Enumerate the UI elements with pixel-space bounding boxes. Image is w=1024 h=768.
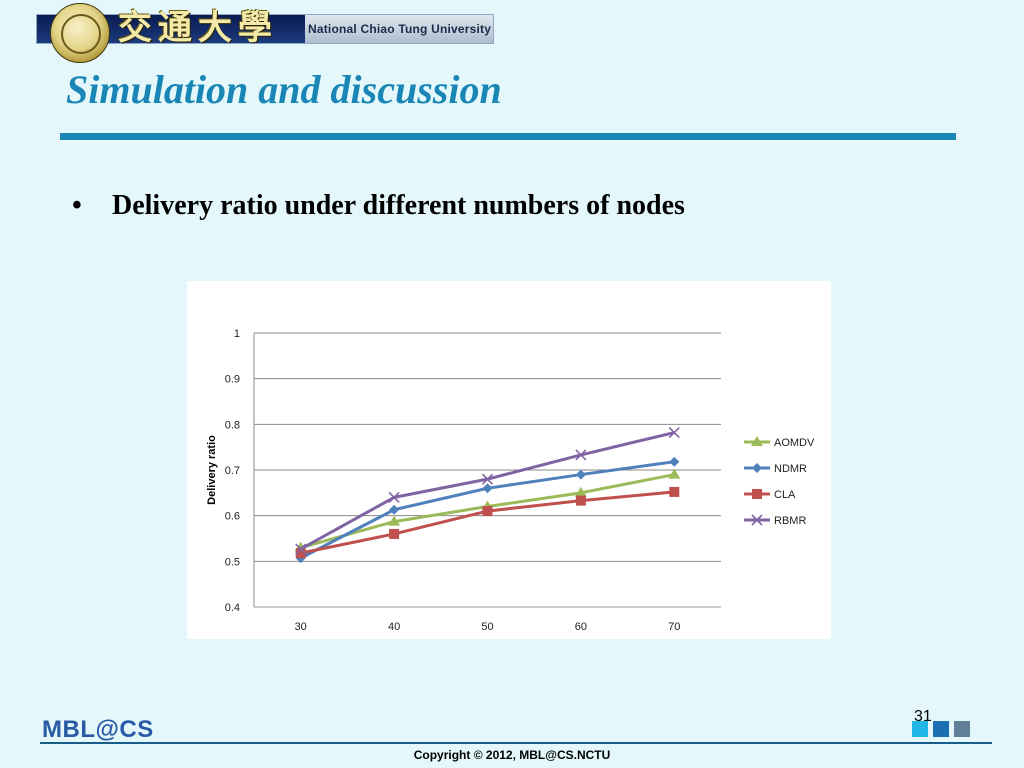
x-tick-label: 30 — [295, 621, 307, 633]
data-point-rbmr — [575, 449, 587, 461]
data-point-cla — [482, 506, 493, 517]
data-point-rbmr — [295, 543, 307, 555]
data-point-cla — [669, 486, 680, 497]
data-point-ndmr — [482, 483, 493, 494]
x-tick-label: 40 — [388, 621, 400, 633]
footer-rule — [40, 742, 992, 744]
footer-square-slate — [954, 721, 970, 737]
data-point-cla — [295, 548, 306, 559]
y-tick-label: 0.4 — [225, 602, 240, 614]
data-point-aomdv — [574, 486, 587, 497]
bullet-text: Delivery ratio under different numbers o… — [112, 190, 685, 221]
data-point-rbmr — [668, 426, 680, 439]
banner-light-band — [305, 15, 493, 43]
title-underline — [60, 133, 956, 140]
y-tick-label: 0.8 — [225, 419, 240, 431]
data-point-aomdv — [668, 468, 681, 479]
data-point-ndmr — [669, 456, 680, 467]
data-point-cla — [389, 528, 400, 539]
university-name: National Chiao Tung University — [308, 22, 492, 36]
y-tick-label: 0.7 — [225, 465, 240, 477]
bullet-dot: • — [72, 190, 82, 221]
x-tick-label: 50 — [481, 621, 493, 633]
chart-svg: 0.4 0.5 0.6 0.7 0.8 0.9 1 30 40 50 60 70 Delivery ra… — [206, 328, 815, 633]
data-point-ndmr — [389, 504, 400, 515]
data-point-aomdv — [388, 515, 401, 526]
data-point-cla — [575, 495, 586, 506]
university-seal-logo — [50, 3, 110, 63]
y-axis-label: Delivery ratio — [206, 435, 218, 505]
slide-title: Simulation and discussion — [66, 67, 502, 112]
mbl-cs-logo: MBL@CS — [42, 716, 154, 743]
legend-label-ndmr: NDMR — [774, 463, 807, 475]
page-number: 31 — [914, 708, 932, 725]
data-point-rbmr — [481, 473, 494, 485]
y-tick-label: 0.6 — [225, 511, 240, 523]
delivery-ratio-chart: 0.4 0.5 0.6 0.7 0.8 0.9 1 30 40 50 60 70 Delivery ra… — [187, 281, 831, 639]
y-tick-label: 0.9 — [225, 374, 240, 386]
legend-marker-aomdv — [751, 436, 763, 446]
x-tick-label: 70 — [668, 621, 680, 633]
copyright-text: Copyright © 2012, MBL@CS.NCTU — [413, 748, 611, 762]
university-calligraphy: 交通大學 — [118, 8, 278, 48]
y-tick-label: 0.5 — [225, 556, 240, 568]
seal-ring — [61, 14, 101, 54]
y-tick-label: 1 — [234, 328, 240, 340]
legend-label-aomdv: AOMDV — [774, 437, 815, 449]
footer-square-cyan — [912, 721, 928, 737]
legend-label-rbmr: RBMR — [774, 515, 806, 527]
x-tick-label: 60 — [575, 621, 587, 633]
legend-marker-ndmr — [752, 463, 762, 473]
legend-label-cla: CLA — [774, 489, 796, 501]
footer-square-blue — [933, 721, 949, 737]
data-point-ndmr — [575, 469, 586, 480]
legend-marker-cla — [752, 489, 762, 499]
bullet-item: • Delivery ratio under different numbers … — [72, 190, 685, 222]
data-point-rbmr — [388, 491, 400, 503]
legend-marker-rbmr — [751, 514, 763, 526]
